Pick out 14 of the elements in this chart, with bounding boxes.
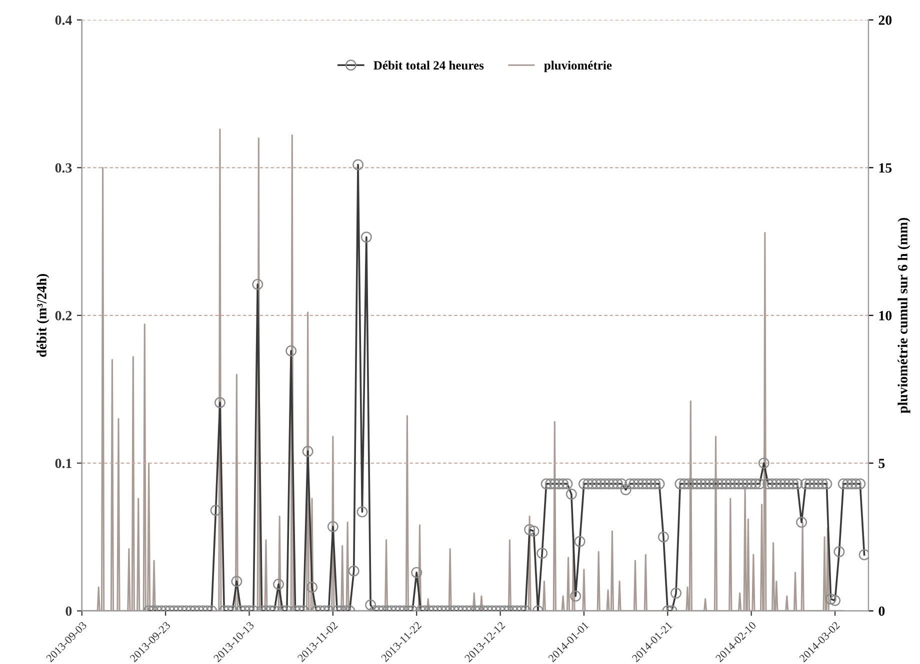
y2-tick-label: 15 bbox=[879, 163, 892, 173]
y-tick-label: 0.2 bbox=[55, 310, 72, 320]
y-tick-label: 0.1 bbox=[55, 458, 72, 468]
legend-label: Débit total 24 heures bbox=[374, 60, 484, 70]
y2-tick-label: 10 bbox=[879, 310, 892, 320]
y2-tick-label: 5 bbox=[878, 458, 885, 468]
y2-axis-title: pluviométrie cumul sur 6 h (mm) bbox=[898, 218, 910, 414]
y2-tick-label: 0 bbox=[878, 606, 885, 616]
y-axis-title: débit (m³/24h) bbox=[36, 274, 50, 357]
y-tick-label: 0 bbox=[66, 606, 72, 616]
y-tick-label: 0.4 bbox=[55, 16, 72, 25]
legend-label: pluviométrie bbox=[544, 60, 612, 72]
y-tick-label: 0.3 bbox=[55, 163, 72, 173]
y2-tick-label: 20 bbox=[878, 16, 892, 25]
